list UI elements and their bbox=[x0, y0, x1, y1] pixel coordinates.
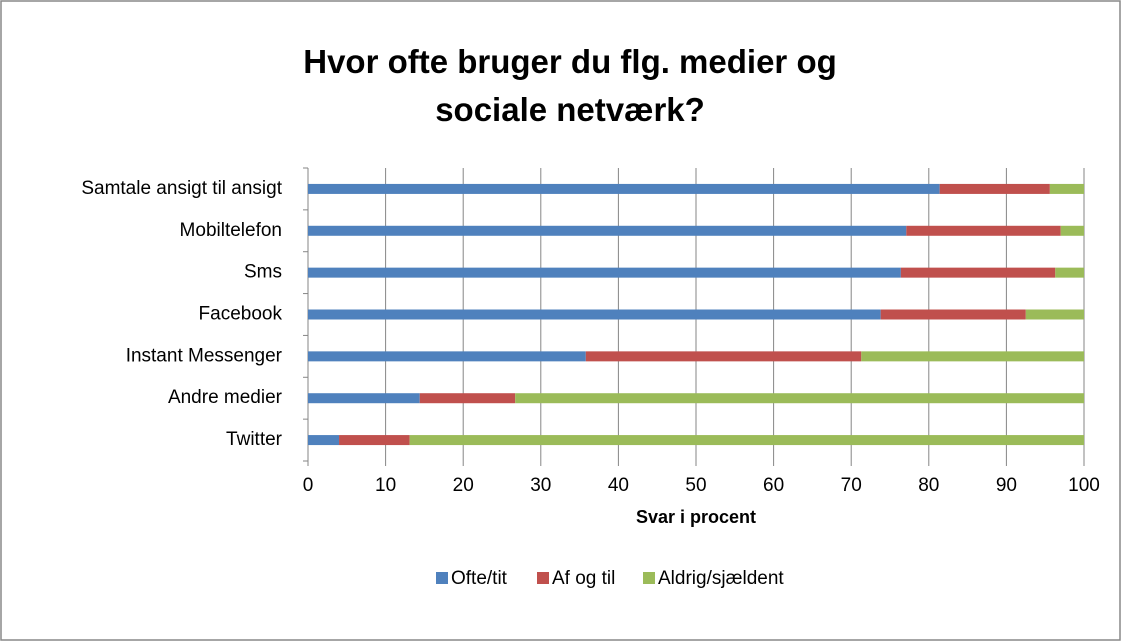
x-axis-title: Svar i procent bbox=[636, 507, 756, 527]
y-tick-label: Instant Messenger bbox=[126, 345, 283, 366]
bar-segment bbox=[419, 393, 516, 404]
y-tick-label: Samtale ansigt til ansigt bbox=[81, 178, 282, 199]
x-tick-label: 40 bbox=[608, 475, 629, 496]
bar-segment bbox=[308, 183, 940, 194]
x-tick-label: 50 bbox=[685, 475, 706, 496]
bar-segment bbox=[1025, 309, 1084, 320]
y-tick-label: Facebook bbox=[199, 304, 283, 325]
bar-segment bbox=[308, 309, 881, 320]
x-tick-label: 80 bbox=[918, 475, 939, 496]
y-tick-label: Andre medier bbox=[168, 387, 283, 408]
bar-segment bbox=[308, 267, 901, 278]
bar-segment bbox=[308, 351, 586, 362]
bar-segment bbox=[339, 435, 410, 446]
bar-segment bbox=[308, 435, 340, 446]
bar-segment bbox=[906, 225, 1061, 236]
x-tick-label: 90 bbox=[996, 475, 1017, 496]
chart-title: Hvor ofte bruger du flg. medier og socia… bbox=[303, 43, 837, 128]
x-tick-label: 20 bbox=[453, 475, 474, 496]
bar-segment bbox=[1055, 267, 1084, 278]
y-tick-label: Sms bbox=[244, 262, 282, 283]
x-tick-label: 10 bbox=[375, 475, 396, 496]
x-tick-label: 0 bbox=[303, 475, 314, 496]
bar-segment bbox=[1049, 183, 1084, 194]
legend-label: Ofte/tit bbox=[451, 568, 508, 589]
legend-label: Aldrig/sjældent bbox=[658, 568, 784, 589]
bar-segment bbox=[409, 435, 1084, 446]
legend-swatch bbox=[436, 572, 448, 584]
x-tick-label: 60 bbox=[763, 475, 784, 496]
bar-segment bbox=[861, 351, 1084, 362]
x-tick-label: 100 bbox=[1068, 475, 1100, 496]
bar-segment bbox=[585, 351, 862, 362]
legend-swatch bbox=[537, 572, 549, 584]
bar-segment bbox=[1060, 225, 1084, 236]
bar-segment bbox=[308, 393, 420, 404]
bar-segment bbox=[939, 183, 1050, 194]
bar-segment bbox=[515, 393, 1084, 404]
bar-segment bbox=[900, 267, 1056, 278]
y-tick-label: Twitter bbox=[226, 429, 283, 450]
legend-swatch bbox=[643, 572, 655, 584]
bar-segment bbox=[880, 309, 1026, 320]
x-tick-label: 70 bbox=[841, 475, 862, 496]
bar-segment bbox=[308, 225, 907, 236]
y-tick-label: Mobiltelefon bbox=[180, 220, 282, 241]
legend-label: Af og til bbox=[552, 568, 615, 589]
x-tick-label: 30 bbox=[530, 475, 551, 496]
